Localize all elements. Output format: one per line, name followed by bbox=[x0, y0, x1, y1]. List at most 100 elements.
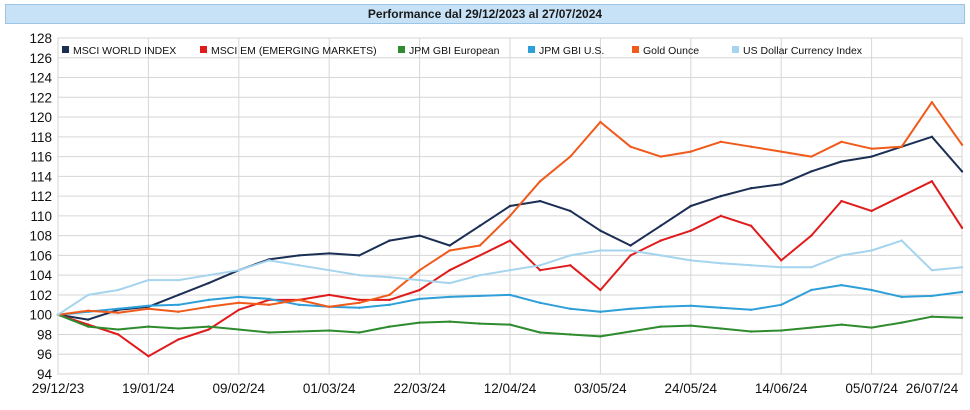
data-point bbox=[870, 147, 873, 150]
legend-swatch bbox=[398, 46, 405, 53]
data-point bbox=[328, 329, 331, 332]
data-point bbox=[960, 226, 964, 229]
data-point bbox=[719, 140, 723, 143]
x-tick-label: 26/07/24 bbox=[906, 381, 959, 396]
y-tick-label: 104 bbox=[29, 268, 52, 283]
data-point bbox=[478, 273, 482, 277]
data-point bbox=[448, 249, 451, 252]
data-point bbox=[267, 297, 271, 301]
y-tick-label: 112 bbox=[30, 189, 52, 204]
y-tick-label: 114 bbox=[30, 169, 52, 184]
x-tick-label: 29/12/23 bbox=[32, 381, 85, 396]
y-tick-label: 124 bbox=[29, 71, 52, 86]
series-lines bbox=[56, 101, 964, 358]
data-point bbox=[418, 321, 421, 324]
data-point bbox=[810, 170, 813, 173]
data-point bbox=[448, 269, 451, 272]
data-point bbox=[569, 254, 572, 257]
data-point bbox=[147, 355, 150, 358]
data-point bbox=[599, 120, 602, 124]
y-tick-label: 96 bbox=[37, 347, 52, 362]
data-point bbox=[388, 239, 391, 242]
data-point bbox=[508, 214, 512, 218]
data-point bbox=[388, 298, 391, 302]
data-point bbox=[508, 269, 512, 272]
x-tick-label: 22/03/24 bbox=[393, 381, 446, 396]
data-point bbox=[328, 293, 331, 297]
data-point bbox=[810, 155, 813, 158]
data-point bbox=[780, 259, 783, 262]
data-point bbox=[930, 101, 934, 104]
data-point bbox=[930, 180, 934, 183]
data-point bbox=[207, 325, 210, 328]
data-point bbox=[810, 234, 813, 237]
data-point bbox=[599, 249, 602, 252]
data-point bbox=[719, 214, 723, 218]
data-point bbox=[599, 288, 602, 292]
data-point bbox=[569, 333, 572, 336]
data-point bbox=[177, 327, 180, 330]
data-point bbox=[508, 323, 512, 326]
data-point bbox=[177, 278, 180, 282]
data-point bbox=[508, 293, 512, 297]
x-tick-label: 24/05/24 bbox=[665, 381, 718, 396]
data-point bbox=[719, 306, 723, 309]
data-point bbox=[900, 194, 903, 198]
y-tick-label: 118 bbox=[30, 130, 52, 145]
data-point bbox=[117, 333, 120, 336]
data-point bbox=[870, 249, 873, 252]
data-point bbox=[840, 323, 843, 326]
data-point bbox=[267, 331, 271, 334]
data-point bbox=[749, 264, 753, 267]
data-point bbox=[719, 327, 723, 330]
data-point bbox=[599, 310, 602, 313]
legend-swatch bbox=[632, 46, 639, 53]
data-point bbox=[749, 187, 753, 190]
data-point bbox=[358, 301, 361, 305]
data-point bbox=[478, 254, 482, 257]
data-point bbox=[749, 308, 753, 311]
data-point bbox=[689, 204, 692, 208]
data-point bbox=[780, 183, 783, 186]
data-point bbox=[749, 145, 753, 148]
data-point bbox=[840, 160, 843, 163]
x-tick-label: 09/02/24 bbox=[213, 381, 266, 396]
x-tick-label: 05/07/24 bbox=[845, 381, 898, 396]
data-point bbox=[569, 264, 572, 267]
x-tick-label: 12/04/24 bbox=[484, 381, 537, 396]
data-point bbox=[448, 295, 451, 299]
data-point bbox=[388, 325, 391, 328]
data-point bbox=[237, 301, 240, 305]
data-point bbox=[840, 140, 843, 143]
data-point bbox=[659, 224, 662, 227]
data-point bbox=[86, 318, 90, 321]
data-point bbox=[840, 283, 843, 287]
data-point bbox=[689, 229, 692, 232]
data-point bbox=[418, 278, 421, 282]
y-tick-label: 102 bbox=[29, 288, 52, 303]
data-point bbox=[810, 288, 813, 292]
data-point bbox=[418, 297, 421, 301]
data-point bbox=[418, 288, 421, 292]
data-point bbox=[810, 266, 813, 269]
legend: MSCI WORLD INDEX MSCI EM (EMERGING MARKET… bbox=[62, 45, 863, 57]
data-point bbox=[538, 180, 542, 183]
data-point bbox=[388, 303, 391, 307]
y-tick-label: 108 bbox=[29, 229, 52, 244]
data-point bbox=[538, 199, 542, 203]
data-point bbox=[870, 209, 873, 213]
data-point bbox=[418, 269, 421, 272]
data-point bbox=[659, 325, 662, 328]
data-point bbox=[930, 315, 934, 318]
data-point bbox=[719, 262, 723, 265]
data-point bbox=[659, 239, 662, 242]
data-point bbox=[930, 269, 934, 272]
data-point bbox=[328, 269, 331, 272]
data-point bbox=[207, 273, 210, 277]
data-point bbox=[328, 252, 331, 255]
data-point bbox=[810, 326, 813, 329]
data-point bbox=[448, 320, 451, 323]
y-tick-label: 94 bbox=[37, 367, 53, 382]
data-point bbox=[900, 321, 903, 324]
data-point bbox=[56, 313, 60, 316]
